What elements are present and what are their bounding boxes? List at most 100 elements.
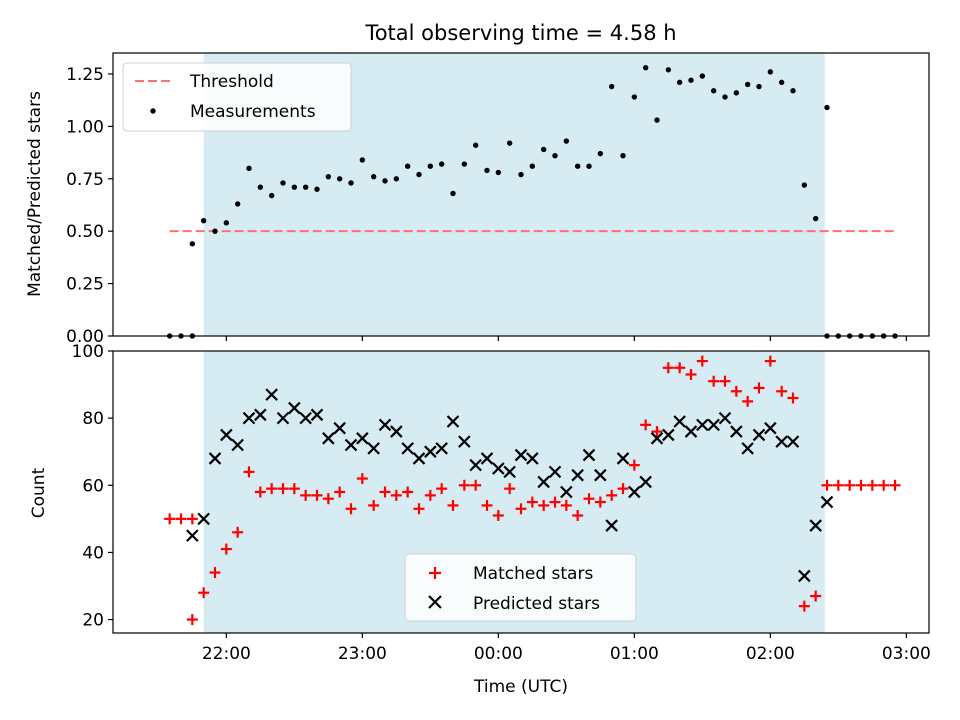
bottom-y-tick-label: 100 bbox=[72, 342, 104, 362]
predicted-star-point bbox=[356, 432, 369, 445]
predicted-star-point bbox=[718, 411, 732, 425]
chart-title: Total observing time = 4.58 h bbox=[364, 21, 676, 45]
measurement-point bbox=[223, 220, 230, 226]
matched-star-point bbox=[277, 483, 289, 495]
matched-star-point bbox=[515, 503, 527, 515]
top-y-tick-label: 0.25 bbox=[66, 275, 104, 295]
matched-star-point bbox=[866, 479, 878, 491]
matched-star-point bbox=[844, 479, 856, 491]
matched-star-point bbox=[198, 587, 210, 599]
matched-star-point bbox=[492, 510, 504, 521]
x-tick-label: 02:00 bbox=[746, 644, 795, 664]
measurement-point bbox=[552, 153, 558, 159]
matched-star-point bbox=[413, 503, 425, 515]
predicted-star-point bbox=[684, 425, 698, 438]
measurement-point bbox=[280, 180, 286, 186]
matched-star-point bbox=[617, 483, 629, 495]
x-tick-label: 00:00 bbox=[474, 644, 523, 664]
matched-star-point bbox=[368, 499, 380, 511]
predicted-star-point bbox=[560, 485, 573, 499]
measurement-point bbox=[450, 190, 456, 197]
matched-star-point bbox=[186, 513, 198, 525]
bottom-y-tick-label: 20 bbox=[82, 611, 104, 631]
measurement-point bbox=[518, 171, 524, 178]
measurement-point bbox=[710, 88, 717, 94]
measurement-point bbox=[359, 157, 366, 163]
measurement-point bbox=[790, 88, 796, 94]
legend-predicted-swatch bbox=[428, 595, 442, 609]
top-x-ticks bbox=[225, 336, 907, 341]
matched-star-point bbox=[458, 479, 470, 491]
matched-star-point bbox=[730, 385, 742, 397]
top-panel: 0.00 0.25 0.50 0.75 1.00 1.25 Matched/Predict… bbox=[25, 52, 930, 347]
predicted-star-point bbox=[707, 418, 720, 432]
predicted-star-point bbox=[367, 442, 380, 455]
top-y-tick-label: 1.25 bbox=[66, 65, 104, 85]
predicted-star-point bbox=[798, 569, 811, 583]
matched-star-point bbox=[798, 600, 810, 612]
predicted-star-points bbox=[186, 388, 834, 583]
legend-predicted-label: Predicted stars bbox=[473, 594, 600, 614]
matched-star-point bbox=[243, 466, 255, 478]
predicted-star-point bbox=[526, 452, 539, 465]
measurement-point bbox=[393, 176, 400, 182]
predicted-star-point bbox=[503, 465, 516, 479]
matched-star-point bbox=[832, 479, 844, 491]
predicted-star-point bbox=[594, 468, 607, 482]
predicted-star-point bbox=[288, 401, 301, 415]
measurement-point bbox=[722, 94, 728, 100]
measurement-point bbox=[416, 171, 422, 178]
measurement-point bbox=[314, 186, 320, 192]
matched-star-point bbox=[402, 486, 414, 498]
matched-star-point bbox=[685, 369, 697, 380]
predicted-star-point bbox=[741, 442, 754, 455]
measurement-point bbox=[574, 163, 581, 169]
predicted-star-point bbox=[424, 445, 437, 458]
matched-star-point bbox=[651, 426, 663, 438]
matched-star-point bbox=[878, 479, 890, 491]
matched-star-point bbox=[436, 483, 448, 495]
top-y-tick-label: 1.00 bbox=[66, 117, 104, 137]
measurement-point bbox=[336, 176, 343, 182]
measurement-point bbox=[688, 77, 694, 83]
top-y-axis-label: Matched/Predicted stars bbox=[25, 91, 45, 297]
matched-star-point bbox=[322, 493, 334, 505]
x-tick-label: 23:00 bbox=[338, 644, 387, 664]
matched-star-point bbox=[424, 489, 436, 501]
bottom-panel: 20 40 60 80 100 22:00 23:00 00:00 01:00 02:00 03:… bbox=[29, 342, 931, 697]
measurement-point bbox=[608, 83, 615, 90]
matched-star-point bbox=[164, 513, 176, 525]
measurement-point bbox=[348, 180, 354, 186]
measurement-point bbox=[642, 64, 649, 71]
top-legend-box bbox=[122, 62, 352, 132]
measurement-point bbox=[529, 163, 536, 169]
matched-star-point bbox=[254, 486, 266, 498]
bottom-legend: Matched stars Predicted stars bbox=[404, 553, 637, 622]
predicted-star-point bbox=[378, 418, 392, 432]
measurement-point bbox=[370, 173, 377, 180]
measurement-point bbox=[665, 67, 672, 73]
matched-star-point bbox=[266, 483, 278, 495]
matched-star-point bbox=[504, 483, 516, 495]
measurement-point bbox=[484, 167, 490, 174]
measurement-point bbox=[824, 104, 830, 111]
bottom-x-ticks: 22:00 23:00 00:00 01:00 02:00 03:00 bbox=[202, 633, 931, 664]
measurement-point bbox=[427, 163, 434, 169]
measurement-point bbox=[506, 140, 513, 146]
top-legend: Threshold Measurements bbox=[122, 62, 352, 132]
matched-star-point bbox=[470, 479, 482, 491]
matched-star-point bbox=[560, 499, 572, 511]
top-y-ticks: 0.00 0.25 0.50 0.75 1.00 1.25 bbox=[66, 65, 113, 347]
predicted-star-point bbox=[299, 411, 312, 425]
predicted-star-point bbox=[333, 421, 346, 435]
matched-star-point bbox=[186, 614, 198, 626]
bottom-legend-box bbox=[404, 553, 637, 622]
measurement-point bbox=[189, 241, 196, 247]
matched-star-point bbox=[220, 543, 232, 555]
measurement-point bbox=[586, 163, 592, 169]
matched-star-point bbox=[753, 382, 765, 394]
legend-matched-label: Matched stars bbox=[473, 564, 593, 584]
measurement-point bbox=[620, 153, 626, 159]
matched-star-point bbox=[764, 355, 776, 367]
matched-star-point bbox=[334, 486, 346, 498]
